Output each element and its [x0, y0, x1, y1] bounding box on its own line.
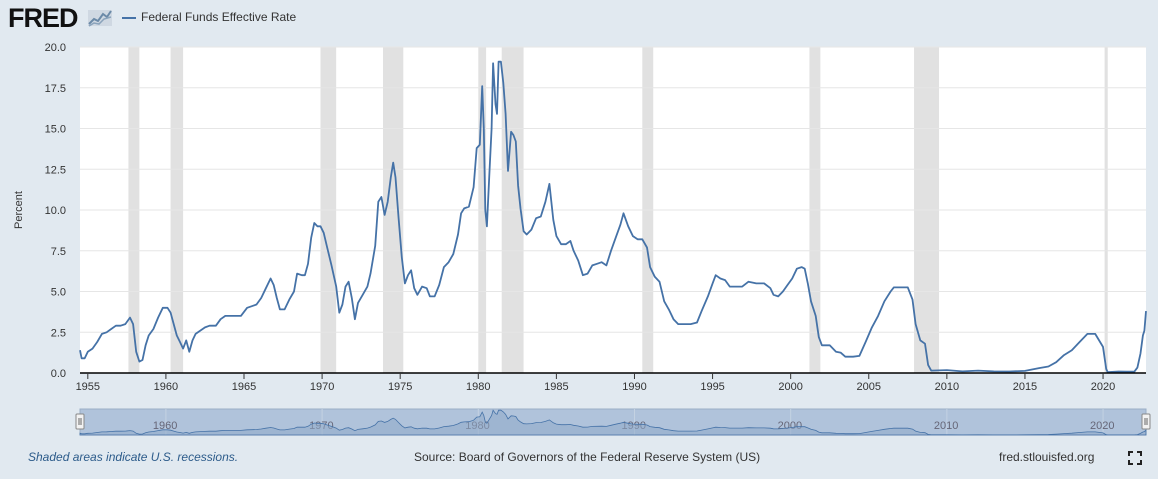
y-tick-label: 17.5 [45, 83, 66, 95]
navigator[interactable]: 1960197019801990200020102020 [75, 408, 1151, 436]
chart-header: FRED Federal Funds Effective Rate [0, 0, 1158, 36]
y-tick-label: 15.0 [45, 124, 66, 136]
series-line[interactable] [79, 60, 1147, 374]
fred-logo[interactable]: FRED [8, 3, 78, 33]
navigator-handle-right[interactable] [1141, 413, 1151, 430]
x-tick-label: 1960 [154, 381, 178, 393]
navigator-tick-label: 1960 [153, 420, 177, 432]
series-line-group [79, 60, 1147, 374]
x-axis-ticks: 1955 1960 1965 1970 1975 1980 1985 1990 1995 2000… [76, 373, 1115, 393]
chart-footer: Shaded areas indicate U.S. recessions. S… [0, 444, 1158, 474]
x-tick-label: 1995 [700, 381, 724, 393]
x-tick-label: 1975 [388, 381, 412, 393]
x-tick-label: 1980 [466, 381, 490, 393]
y-axis-label: Percent [13, 191, 25, 229]
y-tick-label: 10.0 [45, 205, 66, 217]
x-tick-label: 2000 [778, 381, 802, 393]
x-tick-label: 2010 [935, 381, 959, 393]
x-tick-label: 1970 [310, 381, 334, 393]
source-text: Source: Board of Governors of the Federa… [414, 450, 761, 464]
navigator-tick-label: 2010 [934, 420, 958, 432]
y-axis-ticks: 0.0 2.5 5.0 7.5 10.0 12.5 15.0 17.5 20.0 [45, 42, 66, 380]
x-tick-label: 1965 [232, 381, 256, 393]
x-tick-label: 2020 [1091, 381, 1115, 393]
navigator-series [79, 409, 1147, 436]
y-tick-label: 12.5 [45, 164, 66, 176]
line-chart-icon [88, 10, 112, 27]
x-tick-label: 2005 [857, 381, 881, 393]
legend-label: Federal Funds Effective Rate [141, 10, 297, 24]
y-tick-label: 0.0 [51, 368, 66, 380]
navigator-area [79, 409, 1147, 436]
fullscreen-icon[interactable] [1128, 451, 1142, 465]
x-tick-label: 2015 [1013, 381, 1037, 393]
y-tick-label: 7.5 [51, 246, 66, 258]
y-tick-label: 20.0 [45, 42, 66, 54]
chart: 0.0 2.5 5.0 7.5 10.0 12.5 15.0 17.5 20.0 1955 196… [13, 42, 1151, 436]
gridlines [80, 46, 1146, 333]
recession-note: Shaded areas indicate U.S. recessions. [28, 450, 239, 464]
y-tick-label: 5.0 [51, 287, 66, 299]
navigator-tick-label: 2020 [1090, 420, 1114, 432]
x-tick-label: 1985 [544, 381, 568, 393]
x-tick-label: 1990 [622, 381, 646, 393]
x-tick-label: 1955 [76, 381, 100, 393]
y-tick-label: 2.5 [51, 327, 66, 339]
legend-swatch [122, 17, 136, 19]
navigator-handle-left[interactable] [75, 413, 85, 430]
site-link[interactable]: fred.stlouisfed.org [999, 450, 1095, 464]
